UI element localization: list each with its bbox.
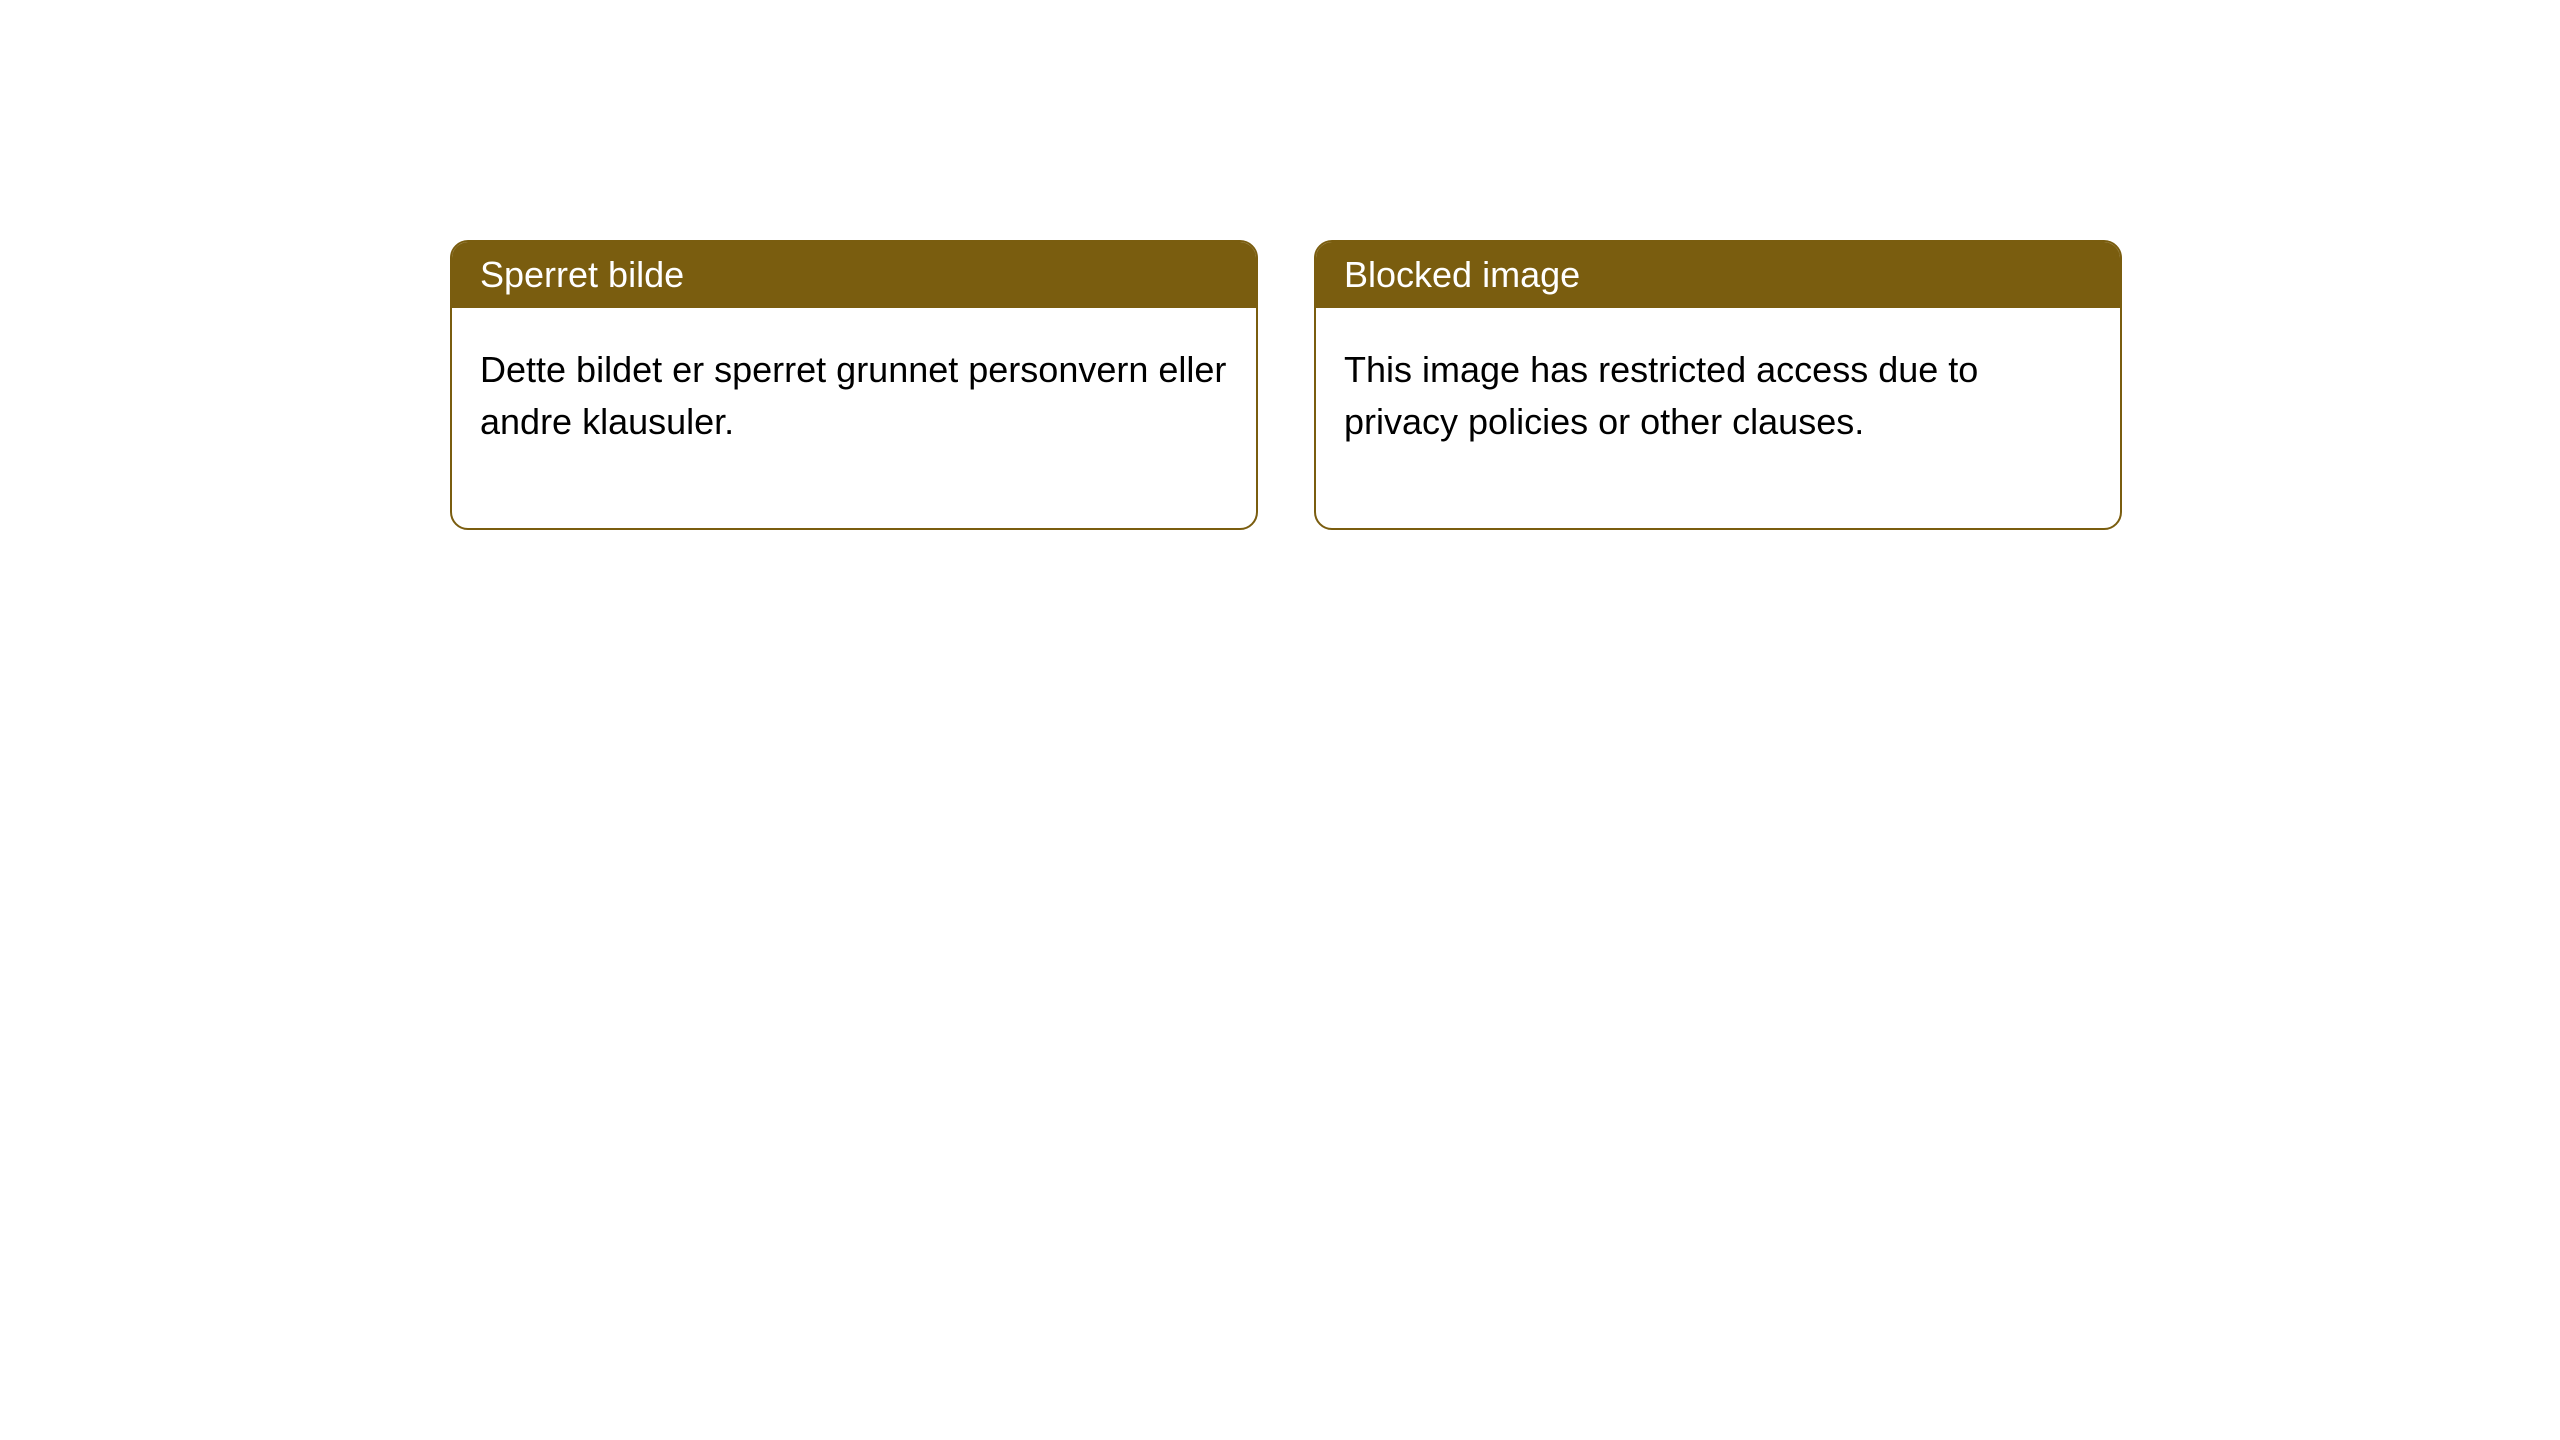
notice-card-english: Blocked image This image has restricted … xyxy=(1314,240,2122,530)
notice-card-header: Blocked image xyxy=(1316,242,2120,308)
notice-card-title: Sperret bilde xyxy=(480,254,684,295)
notice-card-title: Blocked image xyxy=(1344,254,1580,295)
notice-container: Sperret bilde Dette bildet er sperret gr… xyxy=(450,240,2122,530)
notice-card-norwegian: Sperret bilde Dette bildet er sperret gr… xyxy=(450,240,1258,530)
notice-card-body: Dette bildet er sperret grunnet personve… xyxy=(452,308,1256,528)
notice-card-text: Dette bildet er sperret grunnet personve… xyxy=(480,349,1226,442)
notice-card-body: This image has restricted access due to … xyxy=(1316,308,2120,528)
notice-card-text: This image has restricted access due to … xyxy=(1344,349,1978,442)
notice-card-header: Sperret bilde xyxy=(452,242,1256,308)
